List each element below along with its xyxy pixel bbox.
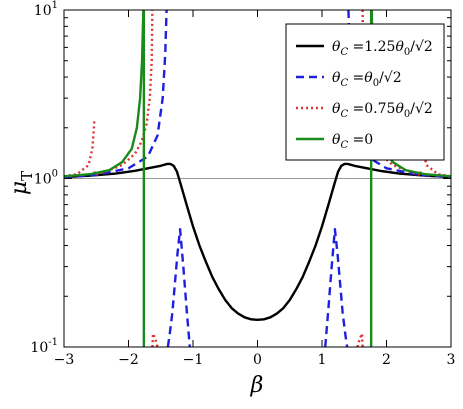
- x-tick-label: 3: [447, 352, 456, 368]
- plot-frame: [63, 9, 452, 348]
- legend-label-part: /√2: [410, 39, 433, 55]
- x-tick-label: −1: [183, 352, 204, 368]
- legend-label-part: θ: [395, 101, 404, 117]
- legend-label-part: /√2: [379, 70, 402, 86]
- legend-label-part: 0: [404, 109, 410, 120]
- series-line-1: [64, 162, 451, 322]
- legend: θC =1.25θ0/√2θC =θ0/√2θC =0.75θ0/√2θC =0: [285, 23, 445, 161]
- y-tick-exponent: 0: [52, 169, 58, 180]
- x-tick-label: 0: [253, 352, 262, 368]
- y-tick-base: 10: [34, 172, 52, 188]
- x-axis-label: β: [250, 373, 264, 398]
- legend-label-part: C: [340, 140, 348, 151]
- x-tick-label: −2: [118, 352, 139, 368]
- legend-label-part: θ: [364, 70, 373, 86]
- legend-label-part: θ: [332, 101, 341, 117]
- y-tick-label: 10-1: [30, 337, 58, 356]
- legend-label-part: C: [340, 78, 348, 89]
- legend-label-part: /√2: [410, 101, 433, 117]
- legend-label-part: 0: [373, 78, 379, 89]
- legend-label-part: C: [340, 109, 348, 120]
- series-layer: [64, 10, 451, 347]
- y-axis-label-main: μ: [7, 181, 32, 195]
- series-line-2: [64, 10, 451, 347]
- legend-label-part: =0.75: [348, 101, 395, 117]
- legend-label-part: =: [348, 70, 364, 86]
- x-tick-label: 1: [318, 352, 327, 368]
- y-tick-base: 10: [30, 340, 48, 356]
- legend-label-part: C: [340, 47, 348, 58]
- y-tick-base: 10: [34, 3, 52, 19]
- legend-label-4: θC =0: [332, 132, 373, 151]
- y-axis-label-subscript: T: [18, 171, 36, 181]
- legend-label-part: =1.25: [348, 39, 395, 55]
- legend-label-3: θC =0.75θ0/√2: [332, 101, 433, 120]
- legend-label-2: θC =θ0/√2: [332, 70, 402, 89]
- legend-label-part: =0: [348, 132, 373, 148]
- y-tick-label: 100: [34, 169, 58, 188]
- y-tick-exponent: 1: [52, 0, 58, 11]
- series-line-3: [64, 10, 451, 347]
- legend-label-part: θ: [332, 39, 341, 55]
- series-line-4: [64, 10, 451, 347]
- legend-label-part: θ: [332, 70, 341, 86]
- x-tick-label: −3: [54, 352, 75, 368]
- x-tick-label: 2: [382, 352, 391, 368]
- legend-label-part: θ: [395, 39, 404, 55]
- legend-label-part: θ: [332, 132, 341, 148]
- y-tick-label: 101: [34, 0, 58, 19]
- legend-label-part: 0: [404, 47, 410, 58]
- y-axis-label: μT: [7, 171, 36, 195]
- y-tick-exponent: -1: [48, 337, 58, 348]
- legend-label-1: θC =1.25θ0/√2: [332, 39, 433, 58]
